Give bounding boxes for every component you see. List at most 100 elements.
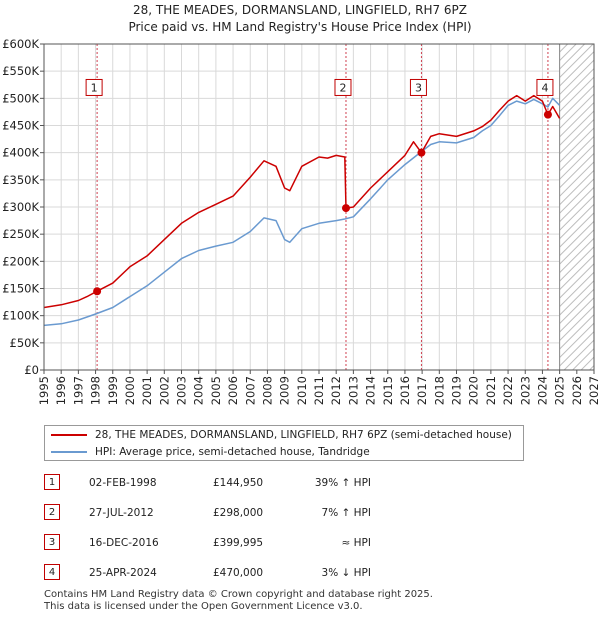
transaction-row: 1 02-FEB-1998 £144,950 39% ↑ HPI xyxy=(44,474,544,494)
x-tick-label: 2024 xyxy=(535,376,549,405)
chart-title-line2: Price paid vs. HM Land Registry's House … xyxy=(128,20,472,34)
transaction-hpi-comparison: 3% ↓ HPI xyxy=(321,567,371,579)
y-tick-label: £600K xyxy=(2,37,39,51)
sale-box-label-2: 2 xyxy=(339,81,346,94)
chart-title-line1: 28, THE MEADES, DORMANSLAND, LINGFIELD, … xyxy=(132,3,468,17)
legend-item-hpi: HPI: Average price, semi-detached house,… xyxy=(51,444,370,460)
x-tick-label: 2018 xyxy=(432,376,446,405)
x-tick-label: 2019 xyxy=(450,376,464,405)
x-tick-label: 2007 xyxy=(243,376,257,405)
x-tick-label: 2023 xyxy=(518,376,532,405)
future-hatched-region xyxy=(559,44,594,370)
x-tick-label: 2026 xyxy=(570,376,584,405)
sale-box-2 xyxy=(334,78,352,96)
y-tick-label: £450K xyxy=(2,119,39,133)
legend-label-property: 28, THE MEADES, DORMANSLAND, LINGFIELD, … xyxy=(95,429,512,441)
x-tick-label: 2021 xyxy=(484,376,498,405)
x-tick-label: 2008 xyxy=(260,376,274,405)
future-region xyxy=(559,44,594,370)
sale-box-1 xyxy=(85,78,103,96)
sale-label-boxes: 1 2 3 4 xyxy=(85,78,554,96)
transaction-date: 27-JUL-2012 xyxy=(89,507,154,519)
y-tick-label: £250K xyxy=(2,227,39,241)
sale-points xyxy=(93,110,552,296)
x-tick-label: 2003 xyxy=(175,376,189,405)
y-tick-label: £100K xyxy=(2,309,39,323)
transaction-hpi-comparison: 7% ↑ HPI xyxy=(321,507,371,519)
x-tick-label: 2009 xyxy=(278,376,292,405)
x-tick-label: 2022 xyxy=(501,376,515,405)
x-tick-label: 2010 xyxy=(295,376,309,405)
y-tick-label: £200K xyxy=(2,254,39,268)
legend-label-hpi: HPI: Average price, semi-detached house,… xyxy=(95,446,370,458)
transaction-price: £470,000 xyxy=(213,567,264,579)
transaction-hpi-comparison: ≈ HPI xyxy=(341,537,371,549)
sale-point-2 xyxy=(341,204,350,213)
x-tick-label: 1996 xyxy=(54,376,68,405)
x-tick-label: 2002 xyxy=(157,376,171,405)
y-tick-label: £400K xyxy=(2,146,39,160)
y-tick-label: £0 xyxy=(24,363,39,377)
x-tick-label: 2017 xyxy=(415,376,429,405)
sale-box-label-4: 4 xyxy=(541,81,548,94)
transaction-number: 1 xyxy=(44,474,60,490)
x-tick-label: 1998 xyxy=(89,376,103,405)
x-tick-label: 1995 xyxy=(37,376,51,405)
legend-line-hpi xyxy=(51,451,87,453)
sale-box-label-3: 3 xyxy=(415,81,422,94)
y-tick-label: £150K xyxy=(2,282,39,296)
sale-point-4 xyxy=(543,110,552,119)
x-tick-label: 1997 xyxy=(71,376,85,405)
footer: Contains HM Land Registry data © Crown c… xyxy=(44,589,433,612)
x-tick-label: 2016 xyxy=(398,376,412,405)
series-lines xyxy=(44,94,561,327)
x-tick-label: 2025 xyxy=(553,376,567,405)
x-tick-label: 2006 xyxy=(226,376,240,405)
x-tick-label: 2015 xyxy=(381,376,395,405)
y-tick-label: £300K xyxy=(2,200,39,214)
transaction-row: 2 27-JUL-2012 £298,000 7% ↑ HPI xyxy=(44,504,544,524)
transaction-row: 4 25-APR-2024 £470,000 3% ↓ HPI xyxy=(44,564,544,584)
x-tick-label: 2013 xyxy=(346,376,360,405)
sale-box-4 xyxy=(536,78,554,96)
x-tick-label: 1999 xyxy=(106,376,120,405)
x-tick-label: 2000 xyxy=(123,376,137,405)
y-tick-label: £350K xyxy=(2,173,39,187)
footer-line2: This data is licensed under the Open Gov… xyxy=(44,600,363,612)
transaction-number: 4 xyxy=(44,564,60,580)
x-tick-label: 2027 xyxy=(587,376,600,405)
transaction-hpi-comparison: 39% ↑ HPI xyxy=(314,477,371,489)
x-tick-label: 2004 xyxy=(192,376,206,405)
chart-title: 28, THE MEADES, DORMANSLAND, LINGFIELD, … xyxy=(0,2,600,36)
hpi-line xyxy=(44,97,561,327)
transaction-number: 3 xyxy=(44,534,60,550)
legend-item-property: 28, THE MEADES, DORMANSLAND, LINGFIELD, … xyxy=(51,427,512,443)
sale-box-3 xyxy=(409,78,427,96)
price-chart: 1 2 3 4 £0 £50K £100K £150K £200K £250K £300K £350… xyxy=(2,37,600,405)
transaction-row: 3 16-DEC-2016 £399,995 ≈ HPI xyxy=(44,534,544,554)
transaction-number: 2 xyxy=(44,504,60,520)
x-tick-label: 2011 xyxy=(312,376,326,405)
x-tick-label: 2014 xyxy=(364,376,378,405)
legend: 28, THE MEADES, DORMANSLAND, LINGFIELD, … xyxy=(44,425,524,461)
transaction-date: 25-APR-2024 xyxy=(89,567,157,579)
transaction-price: £144,950 xyxy=(213,477,264,489)
y-tick-label: £550K xyxy=(2,64,39,78)
x-tick-label: 2020 xyxy=(467,376,481,405)
x-tick-label: 2005 xyxy=(209,376,223,405)
x-tick-label: 2012 xyxy=(329,376,343,405)
legend-line-property xyxy=(51,434,87,436)
transaction-price: £399,995 xyxy=(213,537,264,549)
transaction-date: 16-DEC-2016 xyxy=(89,537,159,549)
property-line xyxy=(44,94,561,309)
y-tick-label: £500K xyxy=(2,91,39,105)
x-tick-label: 2001 xyxy=(140,376,154,405)
sale-point-3 xyxy=(417,148,426,157)
transaction-price: £298,000 xyxy=(213,507,264,519)
sale-box-label-1: 1 xyxy=(91,81,98,94)
sale-point-1 xyxy=(93,287,102,296)
axes: £0 £50K £100K £150K £200K £250K £300K £350K £400… xyxy=(2,37,600,405)
y-tick-label: £50K xyxy=(10,336,40,350)
transaction-date: 02-FEB-1998 xyxy=(89,477,157,489)
footer-line1: Contains HM Land Registry data © Crown c… xyxy=(44,589,433,600)
